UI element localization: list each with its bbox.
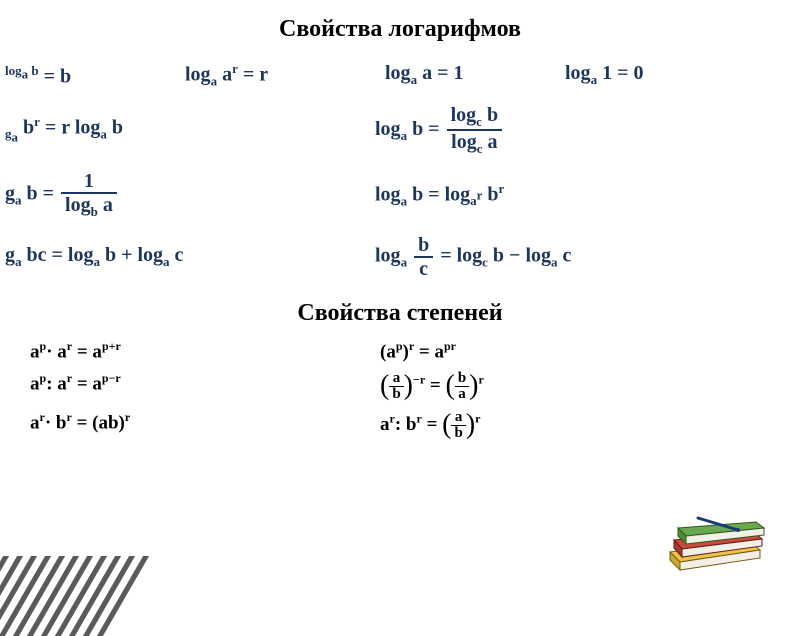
log-row-1: loga b = b loga ar = r loga a = 1 loga 1… [10, 61, 790, 90]
power-title: Свойства степеней [0, 300, 800, 327]
log-row-2: ga br = r loga b loga b = logc blogc a [10, 104, 790, 157]
pow-formula-3: ap: ar = ap−r [30, 371, 380, 402]
log-formula-10: loga bc = logc b − loga c [375, 234, 571, 280]
log-row-3: ga b = 1logb a loga b = logar br [10, 170, 790, 219]
pow-formula-4: (ab)−r = (ba)r [380, 371, 484, 402]
hatching-decoration [0, 556, 203, 636]
pow-row-1: ap· ar = ap+r (ap)r = apr [30, 339, 770, 363]
pow-formula-5: ar· br = (ab)r [30, 410, 380, 441]
log-row-4: ga bc = loga b + loga c loga bc = logc b… [10, 234, 790, 280]
log-formula-7: ga b = 1logb a [5, 170, 375, 219]
books-illustration [660, 492, 770, 572]
log-formula-9: ga bc = loga b + loga c [5, 244, 375, 270]
pow-row-2: ap: ar = ap−r (ab)−r = (ba)r [30, 371, 770, 402]
pow-row-3: ar· br = (ab)r ar: br = (ab)r [30, 410, 770, 441]
log-formula-1: loga b = b [5, 63, 185, 89]
log-formula-5: ga br = r loga b [5, 114, 375, 146]
pow-formula-1: ap· ar = ap+r [30, 339, 380, 363]
log-formula-2: loga ar = r [185, 61, 385, 90]
logarithm-formulas: loga b = b loga ar = r loga a = 1 loga 1… [0, 61, 800, 280]
log-formula-3: loga a = 1 [385, 62, 565, 88]
pow-formula-2: (ap)r = apr [380, 339, 456, 363]
log-formula-6: loga b = logc blogc a [375, 104, 504, 157]
log-formula-8: loga b = logar br [375, 181, 504, 210]
log-formula-4: loga 1 = 0 [565, 62, 745, 88]
power-formulas: ap· ar = ap+r (ap)r = apr ap: ar = ap−r … [0, 339, 800, 441]
logarithm-title: Свойства логарифмов [0, 16, 800, 43]
pow-formula-6: ar: br = (ab)r [380, 410, 480, 441]
